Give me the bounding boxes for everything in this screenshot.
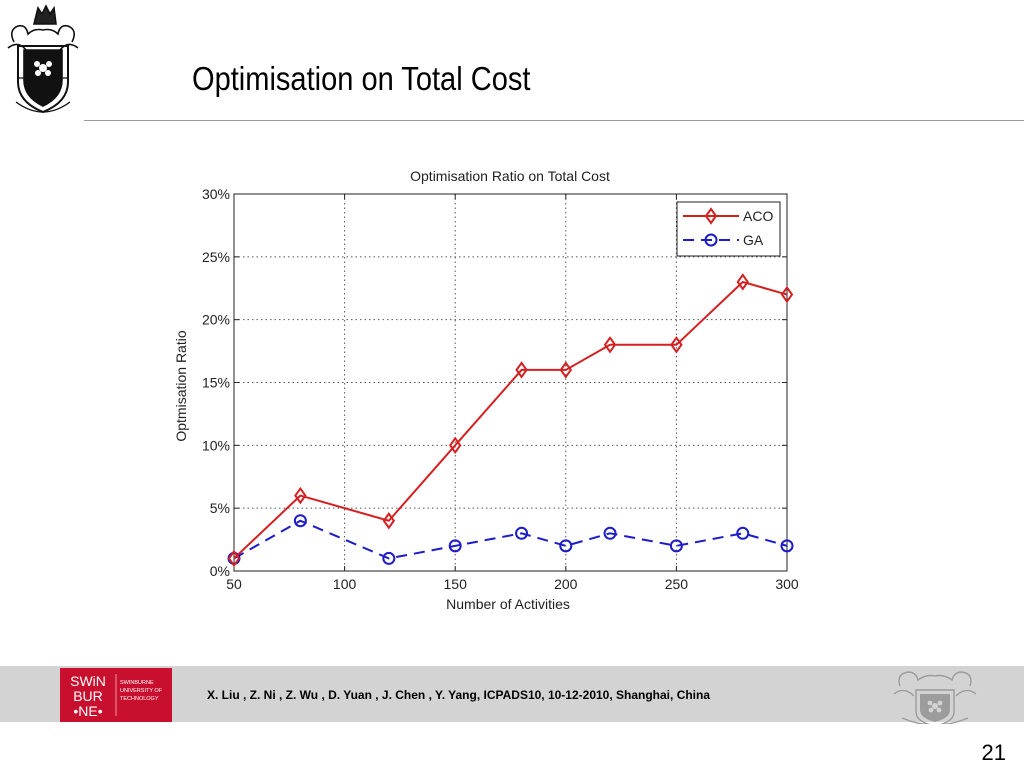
ga-point: [669, 539, 683, 553]
swinburne-logo: SWiN BUR •NE• SWINBURNE UNIVERSITY OF TE…: [60, 668, 172, 722]
line-chart: Optimisation Ratio on Total Cost 50 100 15…: [173, 168, 799, 612]
x-tick-label: 50: [226, 576, 242, 592]
aco-point: [382, 512, 396, 530]
ga-point: [559, 539, 573, 553]
y-tick-label: 5%: [210, 500, 230, 516]
swinburne-logo-sub3: TECHNOLOGY: [120, 696, 159, 702]
ga-series: [227, 514, 794, 565]
ga-line: [233, 519, 788, 560]
chart-title: Optimisation Ratio on Total Cost: [410, 168, 610, 184]
aco-point: [515, 361, 528, 379]
swinburne-logo-line3: •NE•: [73, 703, 102, 719]
legend-aco-marker: [704, 207, 718, 225]
page-number: 21: [981, 740, 1006, 765]
swinburne-logo-line1: SWiN: [70, 673, 106, 689]
x-tick-label: 300: [775, 576, 799, 592]
ga-point: [448, 539, 462, 553]
x-tick-label: 250: [665, 576, 689, 592]
ga-point: [736, 526, 750, 540]
swinburne-logo-line2: BUR: [73, 688, 103, 704]
title-divider: [84, 120, 1024, 121]
x-tick-label: 200: [554, 576, 578, 592]
legend-ga-marker: [704, 233, 718, 247]
data-series: [227, 273, 794, 568]
aco-point: [780, 285, 794, 304]
y-tick-label: 0%: [210, 563, 230, 579]
legend-box: [676, 201, 781, 257]
aco-point: [448, 436, 462, 455]
aco-point: [736, 273, 749, 291]
aco-point: [670, 336, 683, 354]
ga-point: [780, 539, 794, 553]
ga-point: [603, 526, 617, 540]
y-tick-label: 25%: [202, 249, 230, 265]
footer-crest-watermark: [893, 671, 977, 724]
footer-citation: X. Liu , Z. Ni , Z. Wu , D. Yuan , J. Ch…: [207, 688, 711, 702]
aco-point: [559, 361, 573, 379]
y-tick-label: 30%: [202, 186, 230, 202]
slide-title: Optimisation on Total Cost: [192, 60, 531, 97]
ga-point: [382, 551, 396, 565]
chart-legend: ACO GA: [676, 201, 781, 257]
ga-point: [293, 514, 307, 528]
legend-ga-label: GA: [743, 232, 764, 248]
y-tick-label: 15%: [202, 375, 230, 391]
aco-point: [603, 336, 617, 354]
aco-point: [294, 486, 307, 505]
aco-series: [227, 273, 794, 568]
legend-aco-label: ACO: [743, 208, 773, 224]
aco-line: [233, 280, 788, 560]
x-axis-label: Number of Activities: [446, 596, 570, 612]
x-tick-label: 150: [444, 576, 468, 592]
university-crest-logo: [7, 4, 79, 114]
y-tick-label: 10%: [202, 437, 230, 453]
aco-point: [227, 549, 241, 568]
axis-ticks: 50 100 150 200 250 300 0% 5% 10% 15% 20% 25% 30%: [202, 186, 799, 592]
ga-point: [515, 526, 529, 540]
swinburne-logo-sub1: SWINBURNE: [120, 680, 154, 686]
x-tick-label: 100: [333, 576, 357, 592]
y-tick-label: 20%: [202, 312, 230, 328]
swinburne-logo-sub2: UNIVERSITY OF: [120, 688, 163, 694]
y-axis-label: Optmisation Ratio: [173, 330, 189, 441]
